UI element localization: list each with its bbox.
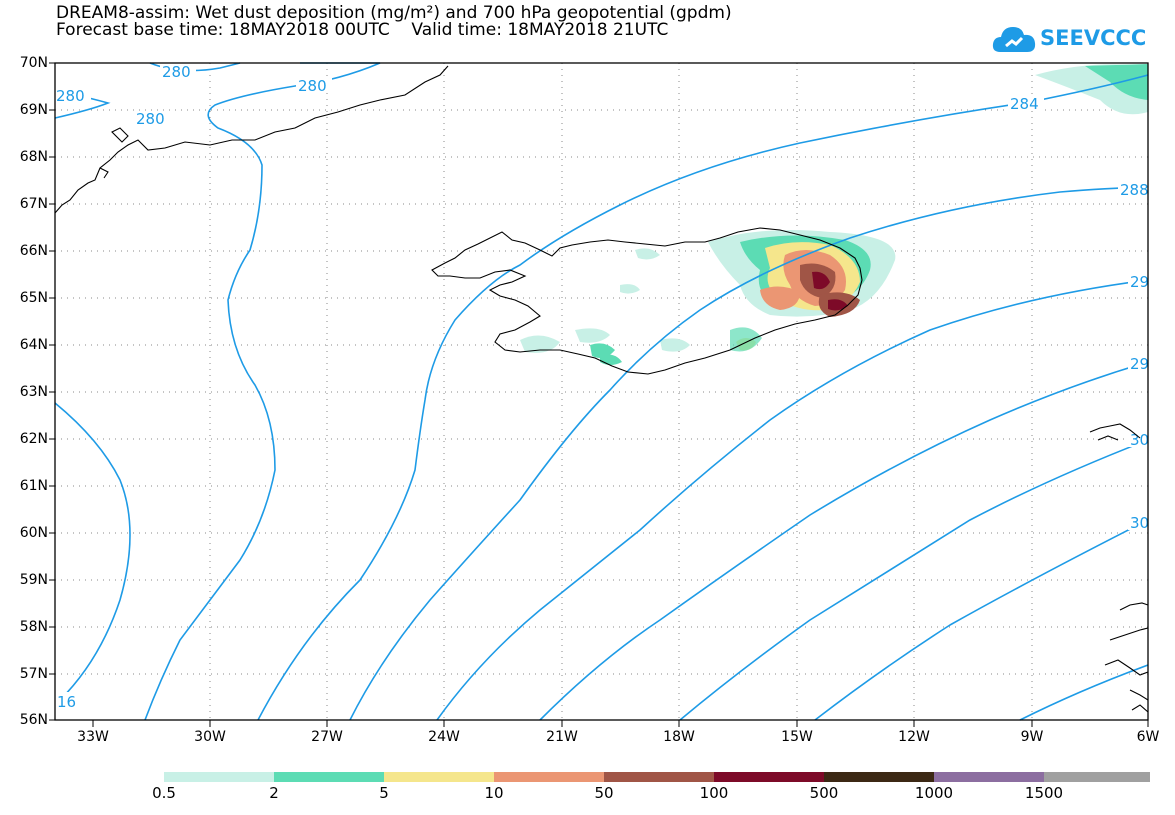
- legend-swatch: [494, 772, 604, 782]
- lat-label: 57N: [19, 666, 48, 682]
- lon-label: 6W: [1136, 729, 1160, 745]
- legend-label: 0.5: [152, 784, 176, 802]
- lon-label: 27W: [311, 729, 343, 745]
- legend-label: 2: [269, 784, 279, 802]
- lon-label: 24W: [428, 729, 460, 745]
- legend-label: 10: [484, 784, 504, 802]
- lon-label: 15W: [781, 729, 813, 745]
- lat-label: 64N: [19, 337, 48, 353]
- legend-label: 5: [379, 784, 389, 802]
- lon-label: 21W: [546, 729, 578, 745]
- seevccc-logo: SEEVCCC: [990, 20, 1146, 60]
- legend-colorbar: [164, 772, 1150, 782]
- legend-swatch: [274, 772, 384, 782]
- geopotential-contours: [54, 62, 1149, 721]
- lon-label: 30W: [194, 729, 226, 745]
- legend-swatch: [824, 772, 934, 782]
- lat-label: 65N: [19, 290, 48, 306]
- lat-label: 58N: [19, 619, 48, 635]
- graticule: [55, 63, 1148, 720]
- lat-label: 59N: [19, 572, 48, 588]
- lat-label: 60N: [19, 525, 48, 541]
- lat-label: 62N: [19, 431, 48, 447]
- legend-swatch: [934, 772, 1044, 782]
- lat-label: 66N: [19, 243, 48, 259]
- legend-label: 500: [809, 784, 839, 802]
- lon-label: 33W: [77, 729, 109, 745]
- contour-label: 30: [1130, 514, 1149, 532]
- cloud-icon: [992, 27, 1036, 52]
- contour-labels: 280 280 280 280 284 288 29 29 30 30 16: [55, 63, 1150, 711]
- legend-swatch: [164, 772, 274, 782]
- chart-title: DREAM8-assim: Wet dust deposition (mg/m²…: [56, 3, 732, 23]
- contour-label: 30: [1130, 431, 1149, 449]
- contour-label: 29: [1130, 273, 1149, 291]
- contour-label: 280: [136, 110, 165, 128]
- lon-label: 9W: [1020, 729, 1044, 745]
- lat-label: 67N: [19, 196, 48, 212]
- lat-label: 70N: [19, 55, 48, 71]
- contour-label: 280: [162, 63, 191, 81]
- legend-swatch: [384, 772, 494, 782]
- logo-text: SEEVCCC: [1040, 26, 1147, 50]
- lat-label: 69N: [19, 102, 48, 118]
- contour-label: 288: [1120, 181, 1149, 199]
- lon-label: 12W: [898, 729, 930, 745]
- contour-label: 16: [57, 693, 76, 711]
- forecast-time-line: Forecast base time: 18MAY2018 00UTC Vali…: [56, 20, 669, 40]
- axis-ticks: [49, 62, 1149, 727]
- coastlines: [54, 65, 1149, 713]
- legend-label: 50: [594, 784, 614, 802]
- legend-swatch: [604, 772, 714, 782]
- lat-label: 61N: [19, 478, 48, 494]
- legend-swatch: [1044, 772, 1150, 782]
- contour-label: 29: [1130, 355, 1149, 373]
- dust-deposition-field: [520, 64, 1148, 365]
- contour-label: 280: [298, 77, 327, 95]
- lat-label: 63N: [19, 384, 48, 400]
- contour-label: 284: [1010, 95, 1039, 113]
- contour-label: 280: [56, 87, 85, 105]
- lat-label: 56N: [19, 712, 48, 728]
- legend-label: 1500: [1024, 784, 1064, 802]
- legend-label: 100: [699, 784, 729, 802]
- legend-label: 1000: [914, 784, 954, 802]
- legend-swatch: [714, 772, 824, 782]
- lon-label: 18W: [663, 729, 695, 745]
- lat-label: 68N: [19, 149, 48, 165]
